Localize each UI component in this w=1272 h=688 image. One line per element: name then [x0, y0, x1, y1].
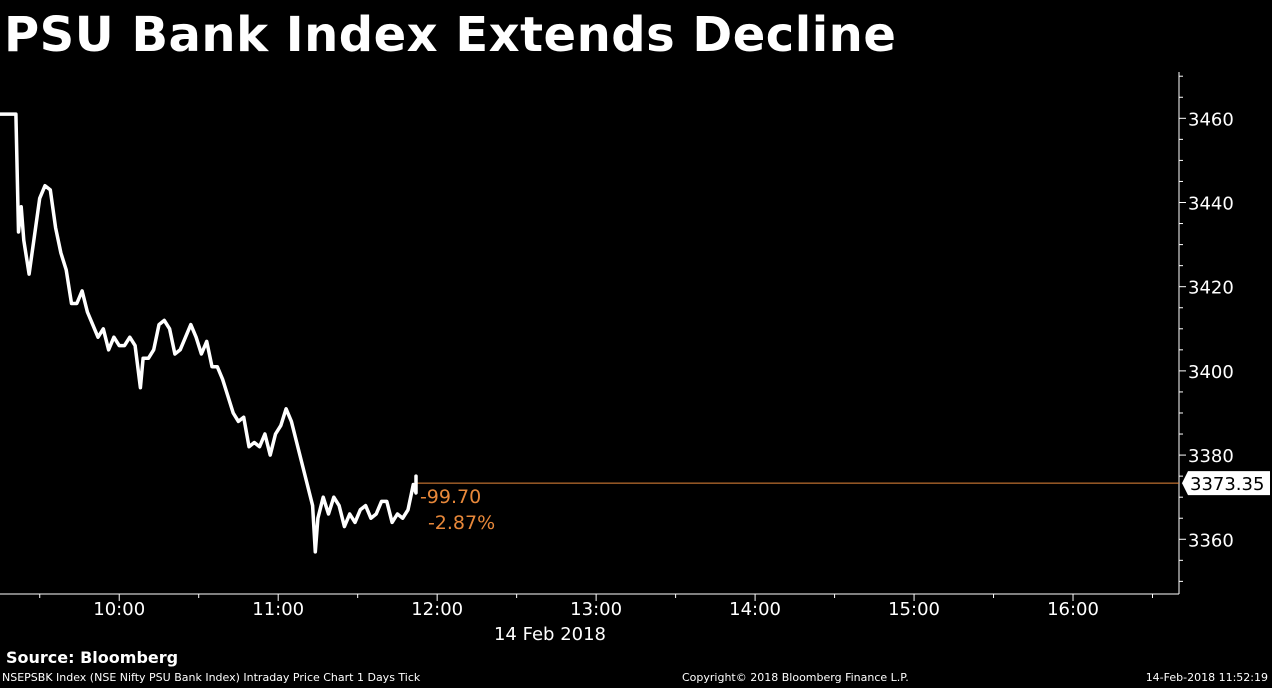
series-layer: [0, 112, 418, 554]
price-series-line: [0, 112, 418, 554]
y-tick-label: 3360: [1188, 530, 1234, 551]
footer-copyright: Copyright© 2018 Bloomberg Finance L.P.: [682, 671, 909, 684]
y-tick-label: 3380: [1188, 446, 1234, 467]
x-tick-label: 15:00: [888, 599, 940, 620]
x-tick-label: 14:00: [729, 599, 781, 620]
x-date-label: 14 Feb 2018: [494, 624, 606, 645]
axes: [0, 72, 1186, 601]
x-tick-label: 10:00: [93, 599, 145, 620]
y-tick-label: 3460: [1188, 109, 1234, 130]
footer-index-description: NSEPSBK Index (NSE Nifty PSU Bank Index)…: [2, 671, 421, 684]
change-absolute-label: -99.70: [420, 486, 481, 508]
x-tick-label: 16:00: [1047, 599, 1099, 620]
last-price-label: 3373.35: [1190, 474, 1264, 495]
labels: 10:00 11:00 12:00 13:00 14:00 15:00 16:00 14 Fe…: [93, 109, 1270, 645]
source-label: Source: Bloomberg: [6, 648, 179, 667]
y-tick-label: 3440: [1188, 194, 1234, 215]
last-price-box: [1182, 471, 1270, 496]
footer-timestamp: 14-Feb-2018 11:52:19: [1145, 671, 1268, 684]
chart-title: PSU Bank Index Extends Decline: [4, 7, 897, 63]
x-tick-label: 12:00: [411, 599, 463, 620]
change-percent-label: -2.87%: [428, 512, 495, 534]
y-tick-label: 3420: [1188, 278, 1234, 299]
y-tick-label: 3400: [1188, 362, 1234, 383]
x-tick-label: 11:00: [252, 599, 304, 620]
x-tick-label: 13:00: [570, 599, 622, 620]
